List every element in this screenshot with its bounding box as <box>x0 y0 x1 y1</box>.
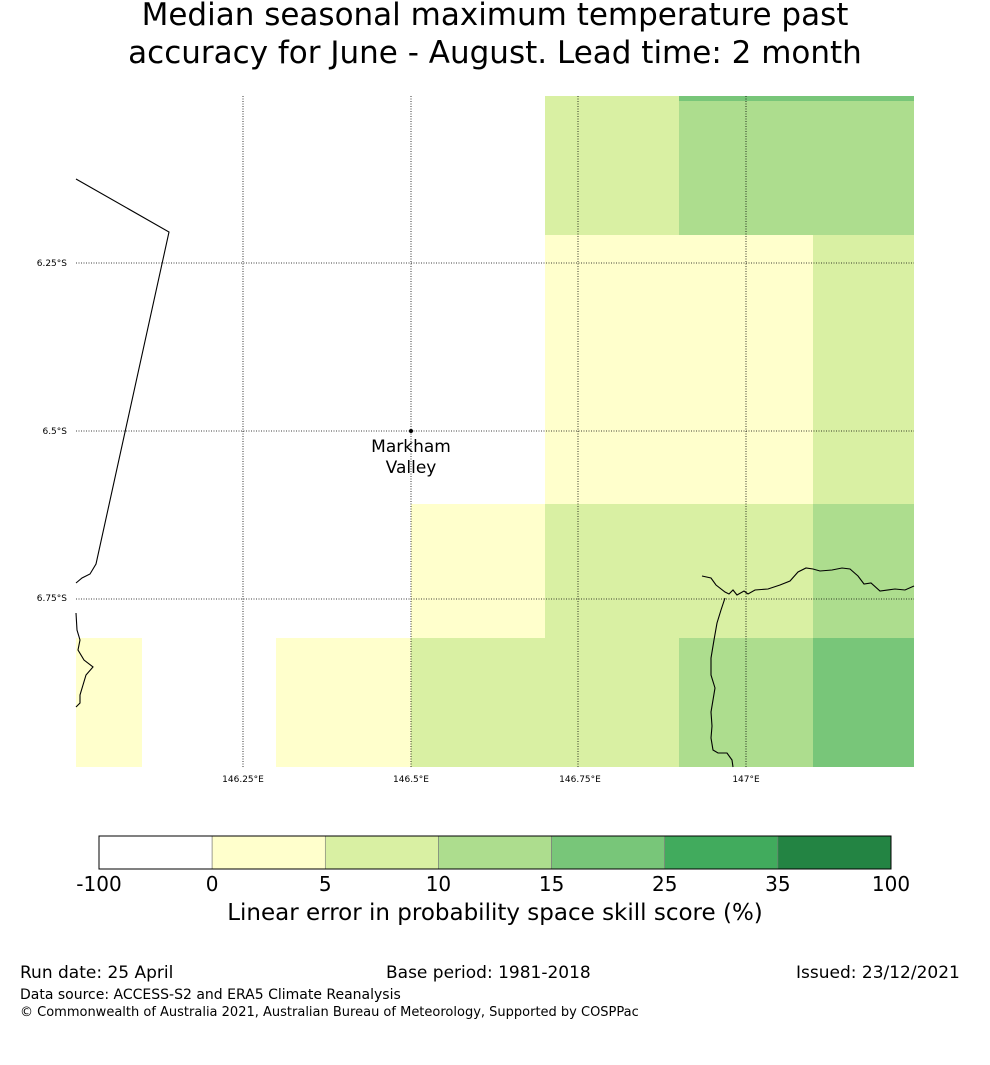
colorbar-swatch <box>778 836 891 869</box>
run-date: Run date: 25 April <box>20 963 173 983</box>
colorbar-swatch <box>99 836 212 869</box>
colorbar-label: Linear error in probability space skill … <box>0 900 990 926</box>
colorbar-tick-label: 15 <box>539 872 564 896</box>
colorbar-swatch <box>438 836 551 869</box>
colorbar-tick-label: 25 <box>652 872 677 896</box>
colorbar-tick-labels: -100 0 5 10 15 25 35 100 <box>76 872 910 896</box>
colorbar-tick-label: 0 <box>206 872 219 896</box>
colorbar-tick-label: 100 <box>872 872 910 896</box>
colorbar-tick-label: 5 <box>319 872 332 896</box>
colorbar-tick-label: 35 <box>765 872 790 896</box>
colorbar-swatch <box>325 836 438 869</box>
colorbar-tick-label: 10 <box>426 872 451 896</box>
data-source: Data source: ACCESS-S2 and ERA5 Climate … <box>20 987 401 1003</box>
colorbar: -100 0 5 10 15 25 35 100 <box>0 0 990 900</box>
colorbar-swatches <box>99 836 891 869</box>
colorbar-swatch <box>212 836 325 869</box>
colorbar-swatch <box>665 836 778 869</box>
issued-date: Issued: 23/12/2021 <box>796 963 960 983</box>
colorbar-tick-label: -100 <box>76 872 121 896</box>
colorbar-swatch <box>552 836 665 869</box>
base-period: Base period: 1981-2018 <box>386 963 591 983</box>
copyright: © Commonwealth of Australia 2021, Austra… <box>20 1005 639 1020</box>
